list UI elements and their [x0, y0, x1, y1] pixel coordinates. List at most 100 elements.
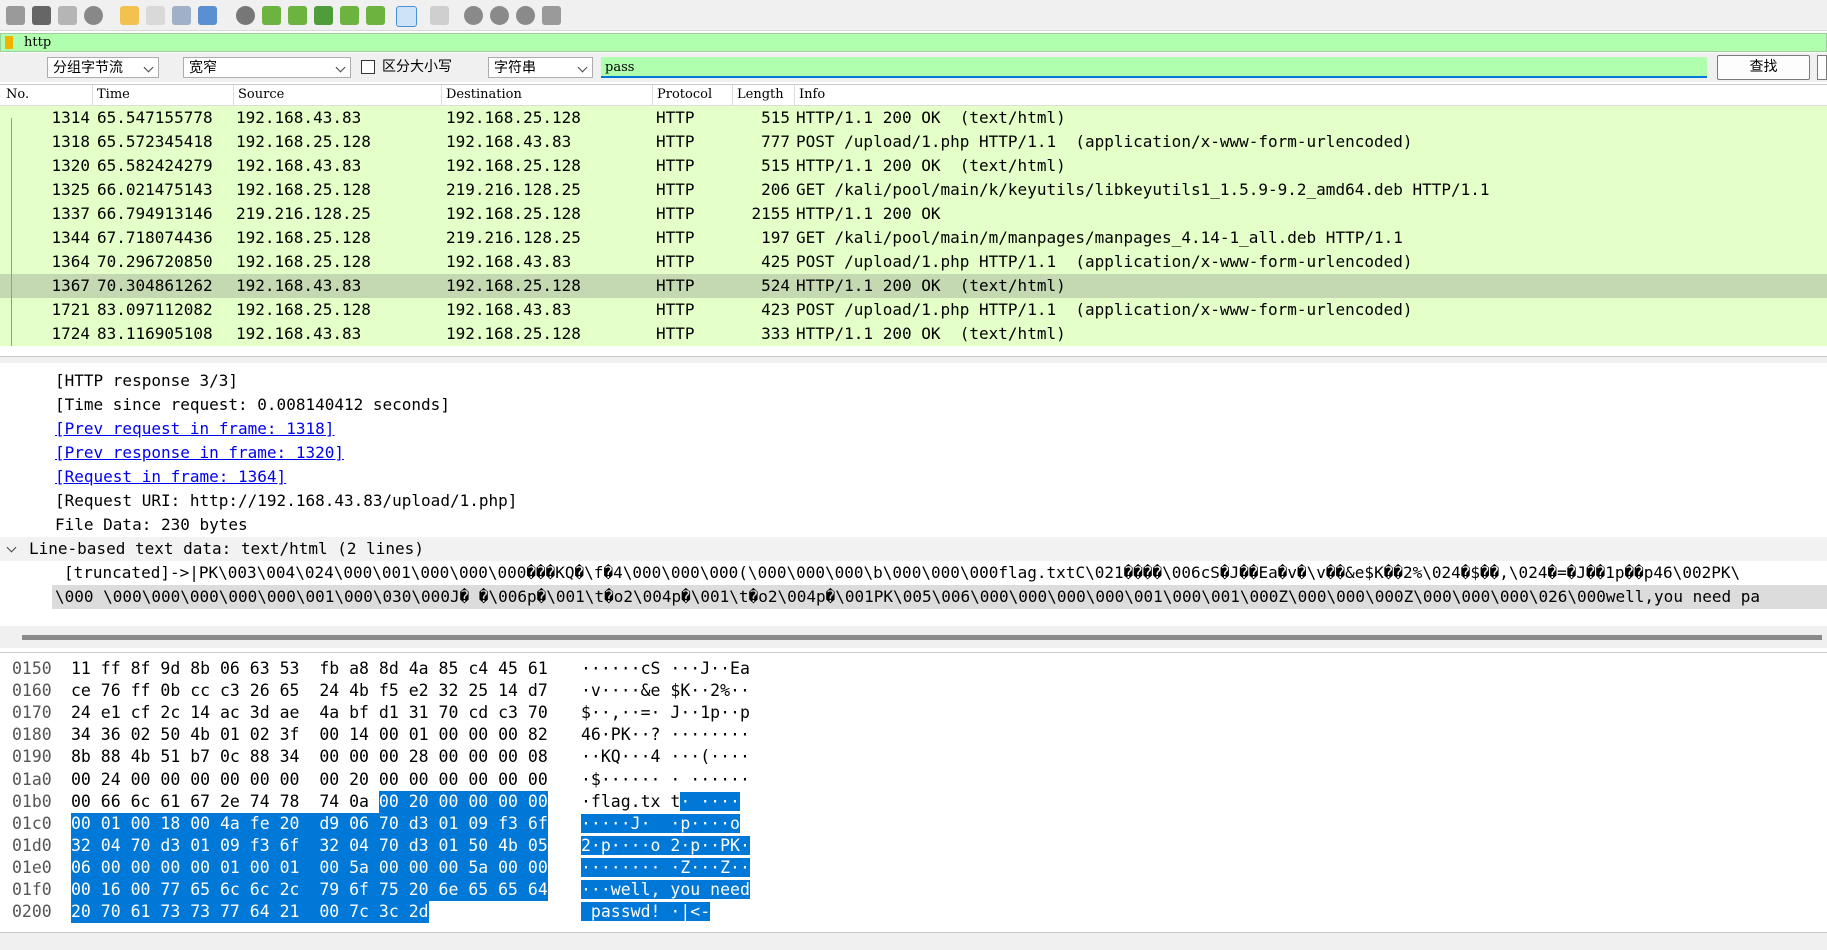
hex-byte-selected[interactable]: 00	[498, 790, 528, 813]
hex-byte-selected[interactable]: 00	[71, 812, 101, 835]
detail-link[interactable]: [Prev request in frame: 1318]	[55, 419, 335, 438]
hex-byte[interactable]: 3f	[279, 725, 300, 745]
hex-byte[interactable]: cc	[190, 681, 211, 701]
hex-byte-selected[interactable]: fe	[249, 812, 280, 835]
hex-byte[interactable]: 88	[100, 747, 121, 767]
hex-byte-selected[interactable]: 00	[319, 856, 350, 879]
hex-byte-selected[interactable]: 64	[249, 901, 280, 924]
hex-byte[interactable]: 67	[190, 791, 211, 811]
detail-section[interactable]: Line-based text data: text/html (2 lines…	[29, 539, 424, 558]
hex-byte[interactable]: ae	[279, 703, 300, 723]
hex-byte[interactable]: 14	[190, 703, 211, 723]
hex-byte-selected[interactable]: 05	[527, 834, 548, 857]
hex-byte[interactable]: 0c	[219, 747, 240, 767]
hex-byte-selected[interactable]: 2d	[408, 901, 429, 924]
hex-byte[interactable]: 74	[249, 791, 270, 811]
hex-byte[interactable]: f5	[378, 681, 399, 701]
packet-row[interactable]: 1337 66.794913146 219.216.128.25 192.168.25…	[0, 202, 1827, 226]
hex-byte[interactable]: e1	[100, 703, 121, 723]
hex-byte-selected[interactable]: 00	[378, 856, 409, 879]
hex-byte-selected[interactable]: 00	[100, 856, 131, 879]
hex-byte-selected[interactable]: 20	[408, 790, 439, 813]
hex-byte[interactable]: ff	[100, 659, 121, 678]
hex-byte[interactable]: 24	[319, 681, 340, 701]
hex-byte-selected[interactable]: 00	[438, 856, 469, 879]
hex-byte-selected[interactable]: 09	[468, 812, 499, 835]
hex-byte[interactable]: 24	[71, 703, 91, 723]
hex-byte[interactable]: 00	[219, 769, 240, 789]
hex-byte-selected[interactable]: 73	[190, 901, 220, 924]
hex-byte[interactable]: 00	[279, 769, 300, 789]
hex-byte-selected[interactable]: 70	[378, 834, 409, 857]
hex-byte-selected[interactable]: 6f	[349, 879, 379, 901]
hex-byte[interactable]: 00	[438, 725, 459, 745]
colorize-button[interactable]	[430, 6, 449, 25]
hex-byte[interactable]: 00	[378, 747, 399, 767]
hex-byte-selected[interactable]: 01	[438, 834, 469, 857]
hex-byte-selected[interactable]: f3	[498, 812, 528, 835]
hex-byte[interactable]: 00	[190, 769, 211, 789]
display-filter[interactable]: http	[0, 33, 1827, 52]
hex-byte-selected[interactable]: 6c	[249, 879, 280, 901]
hex-byte[interactable]: 63	[249, 659, 270, 678]
hex-byte[interactable]: cf	[130, 703, 151, 723]
hex-byte-selected[interactable]: d9	[319, 812, 350, 835]
hex-byte-selected[interactable]: 65	[498, 879, 528, 901]
hex-byte[interactable]: 00	[71, 769, 91, 789]
hex-byte-selected[interactable]: 64	[527, 879, 548, 901]
type-dropdown[interactable]: 字符串	[488, 57, 593, 78]
hex-byte-selected[interactable]: 73	[160, 901, 191, 924]
hex-byte[interactable]: 00	[438, 747, 459, 767]
hex-byte[interactable]: 36	[100, 725, 121, 745]
hex-byte-selected[interactable]: 09	[219, 834, 250, 857]
hex-byte[interactable]: 2e	[219, 791, 240, 811]
hex-byte-selected[interactable]: 50	[468, 834, 499, 857]
hex-byte-selected[interactable]: 00	[71, 879, 101, 901]
hex-byte[interactable]: d1	[378, 703, 399, 723]
hex-byte[interactable]: bf	[349, 703, 369, 723]
goto-button[interactable]	[314, 6, 333, 25]
hex-byte[interactable]: 02	[130, 725, 151, 745]
hex-byte-selected[interactable]: 16	[100, 879, 131, 901]
hex-byte[interactable]: 8d	[378, 659, 399, 678]
hex-byte[interactable]: c4	[468, 659, 489, 678]
hex-byte[interactable]: 31	[408, 703, 429, 723]
hex-byte-selected[interactable]: 5a	[468, 856, 499, 879]
hex-byte-selected[interactable]: 79	[319, 879, 350, 901]
resize-columns-button[interactable]	[542, 6, 561, 25]
hex-byte[interactable]: 50	[160, 725, 181, 745]
hex-byte[interactable]: 45	[498, 659, 518, 678]
hex-byte[interactable]: 76	[100, 681, 121, 701]
hex-byte-selected[interactable]: 01	[438, 812, 469, 835]
hex-byte[interactable]: 4a	[319, 703, 340, 723]
packet-row[interactable]: 1314 65.547155778 192.168.43.83 192.168.25.…	[0, 106, 1827, 130]
hex-byte-selected[interactable]: 01	[219, 856, 250, 879]
hex-byte[interactable]: 9d	[160, 659, 181, 678]
hex-byte[interactable]: 66	[100, 791, 121, 811]
hex-byte[interactable]: 0b	[160, 681, 181, 701]
hex-byte[interactable]: 4a	[408, 659, 429, 678]
hex-byte-selected[interactable]: 00	[498, 856, 528, 879]
hex-byte[interactable]: 4b	[130, 747, 151, 767]
close-button[interactable]	[172, 6, 191, 25]
forward-button[interactable]	[288, 6, 307, 25]
hex-byte[interactable]: 0a	[349, 791, 369, 811]
hex-byte[interactable]: 00	[527, 769, 548, 789]
hex-byte[interactable]: 28	[408, 747, 429, 767]
hex-byte[interactable]: ac	[219, 703, 240, 723]
hex-byte[interactable]: 00	[378, 769, 399, 789]
hex-byte[interactable]: 85	[438, 659, 459, 678]
hex-byte[interactable]: fb	[319, 659, 340, 678]
first-button[interactable]	[340, 6, 359, 25]
hex-byte[interactable]: 00	[71, 791, 91, 811]
hex-byte-selected[interactable]: 00	[527, 856, 548, 879]
zoom-in-button[interactable]	[464, 6, 483, 25]
packet-row[interactable]: 1318 65.572345418 192.168.25.128 192.168.43…	[0, 130, 1827, 154]
hex-byte[interactable]: 8f	[130, 659, 151, 678]
hex-byte[interactable]: 00	[319, 747, 340, 767]
hex-byte[interactable]: 11	[71, 659, 91, 678]
hex-byte-selected[interactable]: 20	[408, 879, 439, 901]
hex-byte[interactable]: 00	[408, 769, 429, 789]
hex-byte-selected[interactable]: 77	[160, 879, 191, 901]
hex-byte[interactable]: e2	[408, 681, 429, 701]
